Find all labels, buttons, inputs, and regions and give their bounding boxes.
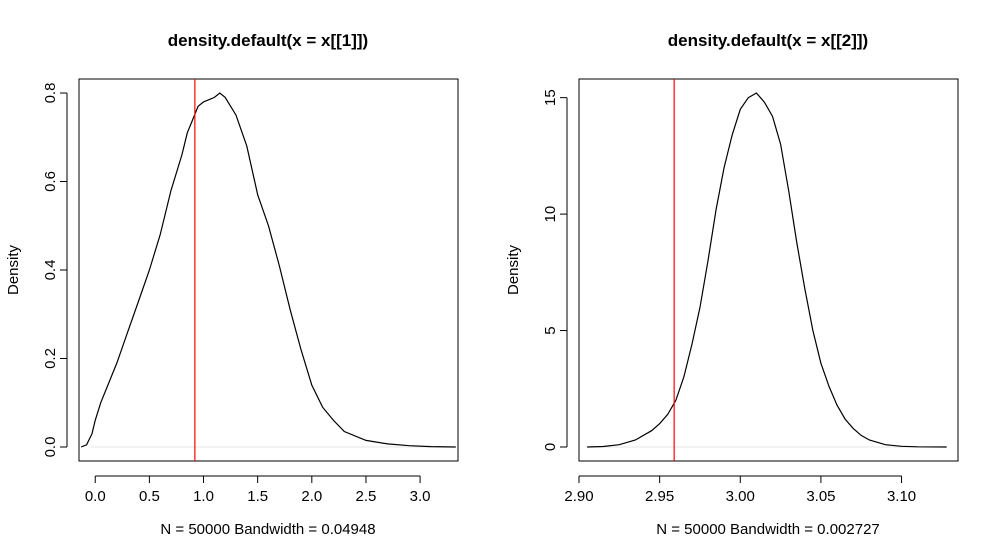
density-panel-1: density.default(x = x[[1]]) Density N = … bbox=[5, 31, 459, 538]
panel-2-y-axis: 0 5 10 15 bbox=[542, 89, 568, 451]
panel-1-xlabel: N = 50000 Bandwidth = 0.04948 bbox=[160, 521, 375, 538]
density-panel-2: density.default(x = x[[2]]) Density N = … bbox=[505, 31, 959, 538]
panel-2-plot-layer bbox=[587, 79, 947, 461]
x-tick-label: 3.0 bbox=[410, 488, 431, 505]
panel-1-plot-layer bbox=[80, 79, 456, 461]
panel-2-x-axis: 2.90 2.95 3.00 3.05 3.10 bbox=[564, 475, 916, 505]
x-tick-label: 0.0 bbox=[85, 488, 106, 505]
panel-2-ylabel: Density bbox=[505, 244, 522, 295]
x-tick-label: 3.05 bbox=[806, 488, 835, 505]
y-tick-label: 0.2 bbox=[42, 348, 59, 369]
x-tick-label: 3.10 bbox=[887, 488, 916, 505]
panel-2-frame bbox=[578, 78, 959, 462]
y-tick-label: 15 bbox=[542, 89, 559, 106]
panel-2-title: density.default(x = x[[2]]) bbox=[668, 31, 868, 50]
x-tick-label: 1.5 bbox=[247, 488, 268, 505]
x-tick-label: 1.0 bbox=[193, 488, 214, 505]
panel-1-ylabel: Density bbox=[5, 244, 22, 295]
y-tick-label: 0.0 bbox=[42, 437, 59, 458]
x-tick-label: 3.00 bbox=[726, 488, 755, 505]
x-tick-label: 2.95 bbox=[645, 488, 674, 505]
y-tick-label: 0.4 bbox=[42, 260, 59, 281]
y-tick-label: 0.6 bbox=[42, 171, 59, 192]
x-tick-label: 0.5 bbox=[139, 488, 160, 505]
x-tick-label: 2.5 bbox=[356, 488, 377, 505]
panel-1-frame bbox=[78, 78, 459, 462]
density-curve bbox=[80, 92, 456, 448]
y-tick-label: 10 bbox=[542, 206, 559, 223]
panel-1-x-axis: 0.0 0.5 1.0 1.5 2.0 2.5 3.0 bbox=[85, 475, 431, 505]
y-tick-label: 0.8 bbox=[42, 83, 59, 104]
y-tick-label: 5 bbox=[542, 326, 559, 334]
y-tick-label: 0 bbox=[542, 443, 559, 451]
density-curve bbox=[587, 92, 947, 448]
panel-1-y-axis: 0.0 0.2 0.4 0.6 0.8 bbox=[42, 83, 68, 458]
x-tick-label: 2.90 bbox=[564, 488, 593, 505]
panel-2-xlabel: N = 50000 Bandwidth = 0.002727 bbox=[656, 521, 880, 538]
x-tick-label: 2.0 bbox=[301, 488, 322, 505]
panel-1-title: density.default(x = x[[1]]) bbox=[168, 31, 368, 50]
